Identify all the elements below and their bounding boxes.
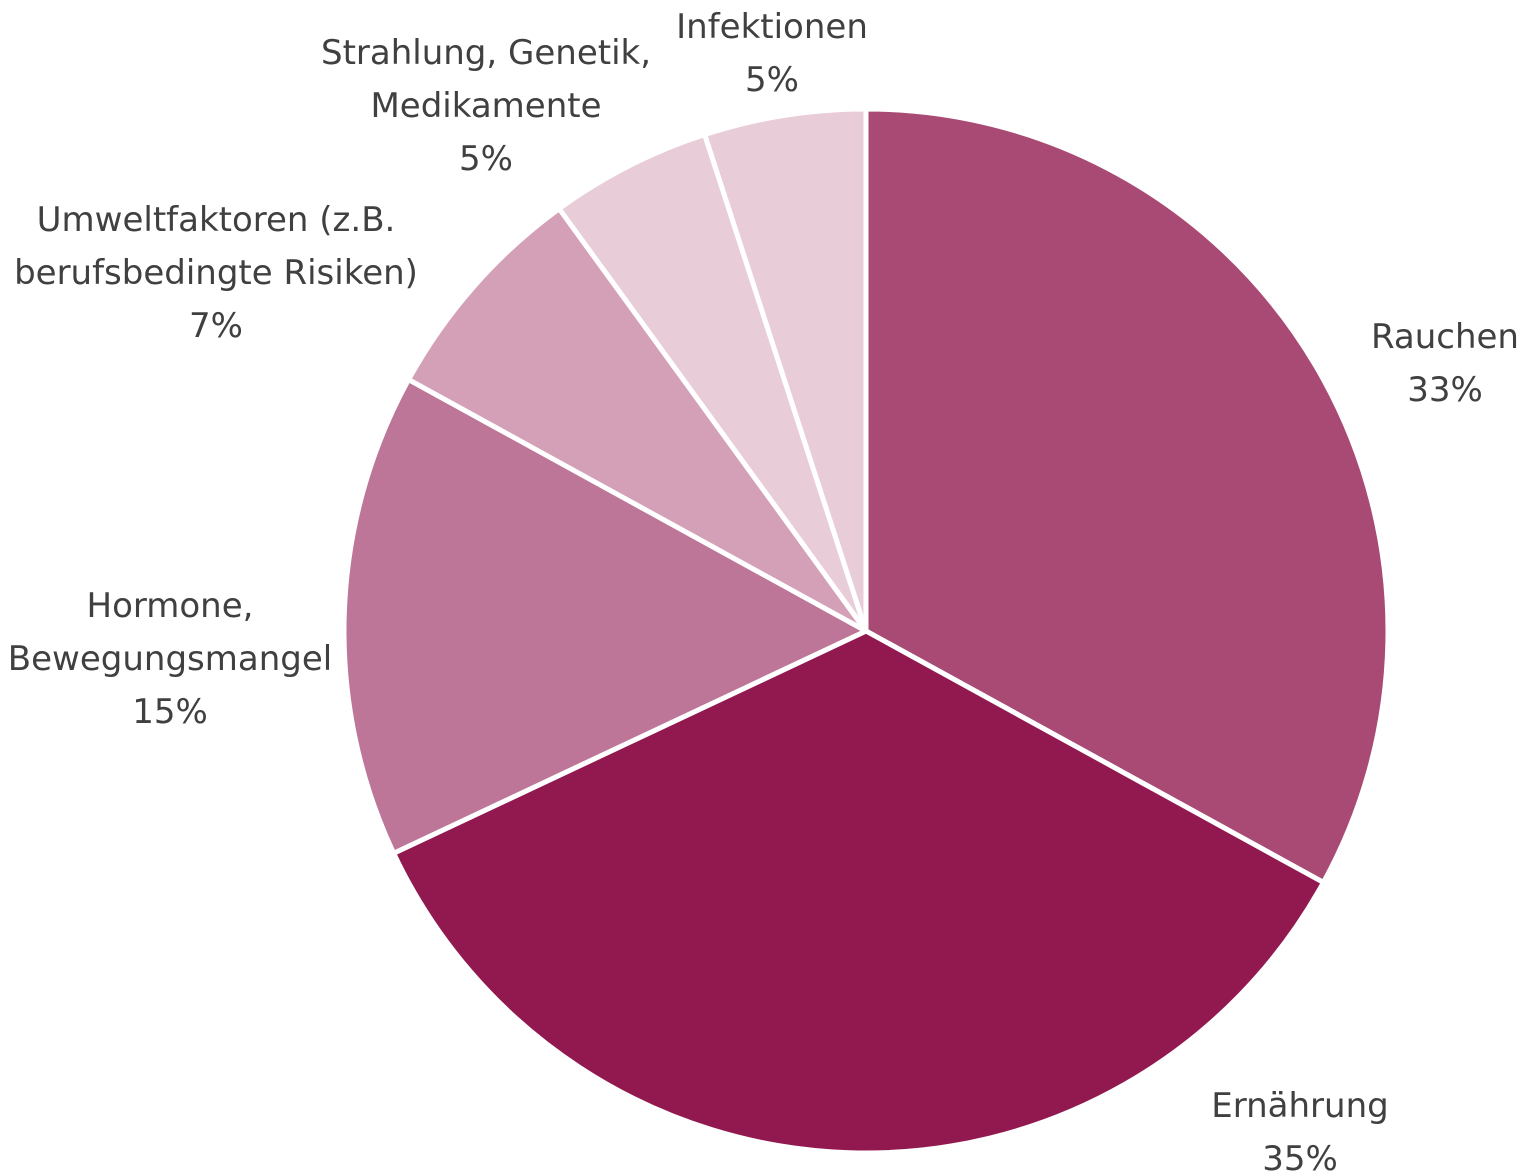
slice-category-label: Umweltfaktoren (z.B.: [37, 200, 396, 240]
slice-label: Rauchen 33%: [1371, 317, 1519, 410]
slice-category-label: Infektionen: [676, 7, 868, 47]
slice-label: Ernährung 35%: [1211, 1086, 1388, 1174]
slice-category-label: Bewegungsmangel: [8, 639, 332, 679]
slice-category-label: Rauchen: [1371, 317, 1519, 357]
pie-slice: [391, 628, 1326, 1156]
slice-value-label: 35%: [1262, 1139, 1338, 1174]
slice-value-label: 5%: [459, 139, 513, 179]
slice-labels: Rauchen 33% Ernährung 35% Hormone, Bewegungsm…: [8, 7, 1519, 1174]
slice-label: Infektionen 5%: [676, 7, 868, 100]
slice-category-label: Ernährung: [1211, 1086, 1388, 1126]
slice-label: Hormone, Bewegungsmangel 15%: [8, 586, 332, 732]
pie-slice: [556, 132, 869, 634]
pie-slice: [341, 377, 869, 856]
slice-category-label: Hormone,: [87, 586, 254, 626]
slice-label: Strahlung, Genetik, Medikamente 5%: [321, 33, 651, 179]
slice-value-label: 33%: [1407, 370, 1483, 410]
slice-value-label: 7%: [189, 306, 243, 346]
pie-slice: [863, 106, 1391, 885]
slice-category-label: berufsbedingte Risiken): [14, 253, 418, 293]
slice-value-label: 5%: [745, 60, 799, 100]
pie-slice: [702, 106, 869, 634]
slice-category-label: Medikamente: [370, 86, 601, 126]
pie-slices: [341, 106, 1391, 1156]
slice-label: Umweltfaktoren (z.B. berufsbedingte Risik…: [14, 200, 418, 346]
pie-slice: [406, 206, 869, 634]
slice-value-label: 15%: [132, 692, 208, 732]
slice-category-label: Strahlung, Genetik,: [321, 33, 651, 73]
